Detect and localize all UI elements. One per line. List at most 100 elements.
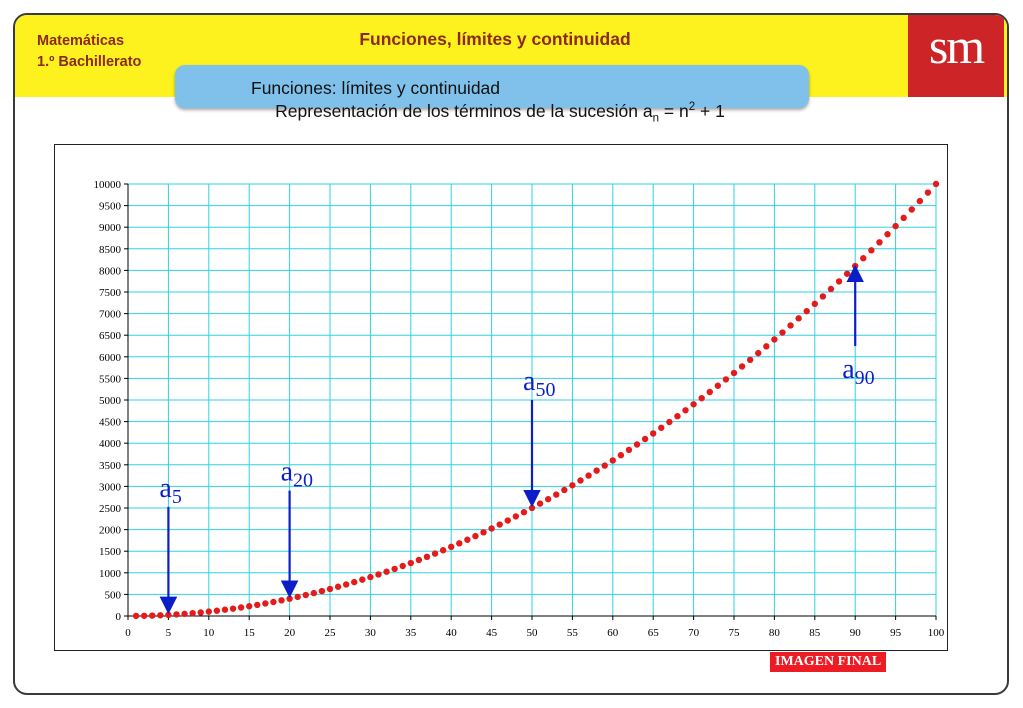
unit-tab: Funciones: límites y continuidad <box>175 65 809 108</box>
y-tick-label: 8500 <box>99 244 122 256</box>
y-tick-label: 9500 <box>99 201 122 213</box>
data-point <box>326 585 334 593</box>
y-tick-label: 4500 <box>99 417 122 429</box>
data-point <box>843 270 851 277</box>
data-point <box>714 382 722 389</box>
data-point <box>528 504 536 512</box>
data-point <box>803 307 810 315</box>
data-point <box>811 300 818 308</box>
data-point <box>189 609 196 617</box>
data-point <box>504 517 511 524</box>
x-tick-label: 60 <box>607 627 619 639</box>
data-point <box>658 424 665 431</box>
data-point <box>553 491 560 498</box>
annotation-base: a <box>842 354 855 385</box>
x-tick-label: 30 <box>365 627 377 639</box>
data-point <box>367 573 374 581</box>
data-point <box>795 315 802 322</box>
x-tick-label: 10 <box>203 627 215 639</box>
data-point <box>270 598 277 606</box>
data-point <box>456 540 463 547</box>
y-tick-label: 1500 <box>99 546 122 558</box>
data-point <box>577 477 584 484</box>
data-point <box>181 610 188 618</box>
chart-box: 0 500 1000 1500 2000 2500 3000 3500 4000 4500 5000… <box>54 144 948 651</box>
x-tick-label: 65 <box>648 627 660 639</box>
x-tick-label: 95 <box>890 627 902 639</box>
data-point <box>246 603 253 610</box>
y-tick-label: 6500 <box>99 330 122 342</box>
subject-label: Matemáticas 1.º Bachillerato <box>37 31 141 73</box>
y-tick-label: 8000 <box>99 265 122 277</box>
data-point <box>472 532 479 540</box>
x-tick-label: 85 <box>809 627 821 639</box>
data-point <box>884 231 891 238</box>
data-point <box>585 472 592 479</box>
data-point <box>698 394 705 402</box>
publisher-logo: sm <box>908 15 1004 97</box>
data-point <box>722 376 730 383</box>
course-title: Funciones, límites y continuidad <box>359 29 631 49</box>
y-tick-label: 4000 <box>99 438 122 450</box>
y-tick-label: 500 <box>105 589 122 601</box>
data-point <box>229 605 237 612</box>
data-point <box>221 606 229 613</box>
data-point <box>262 600 269 607</box>
data-point <box>924 189 932 196</box>
data-point <box>237 604 245 611</box>
data-point <box>746 356 754 364</box>
annotation-subscript: 20 <box>293 470 313 492</box>
annotation-base: a <box>281 457 294 488</box>
data-point <box>666 418 673 426</box>
y-tick-label: 0 <box>116 611 122 623</box>
annotation-base: a <box>523 366 536 397</box>
data-point <box>439 547 447 554</box>
data-point <box>763 343 770 350</box>
data-point <box>149 612 156 619</box>
annotation-label: a20 <box>281 457 313 492</box>
x-tick-label: 70 <box>688 627 700 639</box>
x-tick-label: 5 <box>166 627 172 639</box>
data-point <box>730 369 738 377</box>
data-point <box>868 247 875 254</box>
y-tick-label: 10000 <box>94 179 122 191</box>
heading-superscript: 2 <box>688 101 696 114</box>
heading-prefix: Representación de los términos de la suc… <box>275 101 653 121</box>
data-point <box>383 568 390 575</box>
data-point <box>892 222 899 230</box>
data-point <box>431 550 439 557</box>
annotation-base: a <box>159 473 172 504</box>
annotation-subscript: 90 <box>855 367 875 389</box>
data-point <box>359 576 366 583</box>
x-tick-label: 75 <box>729 627 741 639</box>
x-tick-label: 50 <box>527 627 539 639</box>
y-tick-label: 7500 <box>99 287 122 299</box>
data-point <box>876 239 883 246</box>
data-point <box>334 583 342 590</box>
data-point <box>544 495 552 503</box>
x-tick-label: 35 <box>405 627 417 639</box>
sequence-chart: 0500100015002000250030003500400045005000… <box>94 179 945 639</box>
data-point <box>682 407 689 414</box>
x-tick-label: 55 <box>567 627 579 639</box>
data-point <box>205 608 212 615</box>
data-point <box>835 278 843 285</box>
data-point <box>932 180 940 188</box>
heading-subscript: n <box>652 112 660 125</box>
data-point <box>480 529 487 536</box>
data-point <box>617 452 625 459</box>
y-tick-label: 5000 <box>99 395 122 407</box>
annotation-label: a5 <box>159 473 181 508</box>
data-point <box>423 553 431 561</box>
data-point <box>407 559 414 567</box>
data-point <box>302 591 309 599</box>
data-point <box>496 521 503 528</box>
data-point <box>771 336 778 343</box>
data-point <box>536 500 544 507</box>
data-point <box>819 293 827 300</box>
subject-name: Matemáticas <box>37 33 125 49</box>
data-point <box>464 536 471 543</box>
chart-heading: Representación de los términos de la suc… <box>240 101 760 125</box>
data-point <box>561 486 568 494</box>
data-point <box>755 349 762 357</box>
